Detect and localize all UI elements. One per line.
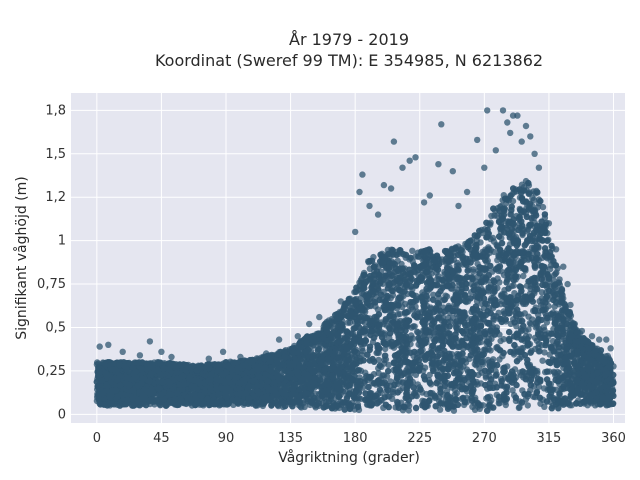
scatter-point <box>538 289 546 296</box>
data-points <box>93 107 617 414</box>
scatter-point <box>436 406 444 413</box>
scatter-point <box>539 357 546 364</box>
scatter-point <box>409 247 416 254</box>
scatter-point <box>539 203 547 211</box>
scatter-point <box>540 385 548 392</box>
scatter-point <box>346 319 354 326</box>
scatter-point <box>445 314 452 322</box>
scatter-point <box>430 291 437 298</box>
scatter-point <box>529 195 536 202</box>
scatter-point <box>497 337 504 345</box>
scatter-point <box>550 271 558 279</box>
scatter-point <box>453 390 460 397</box>
scatter-point <box>495 309 502 316</box>
scatter-point <box>426 371 433 379</box>
scatter-point <box>383 373 391 380</box>
